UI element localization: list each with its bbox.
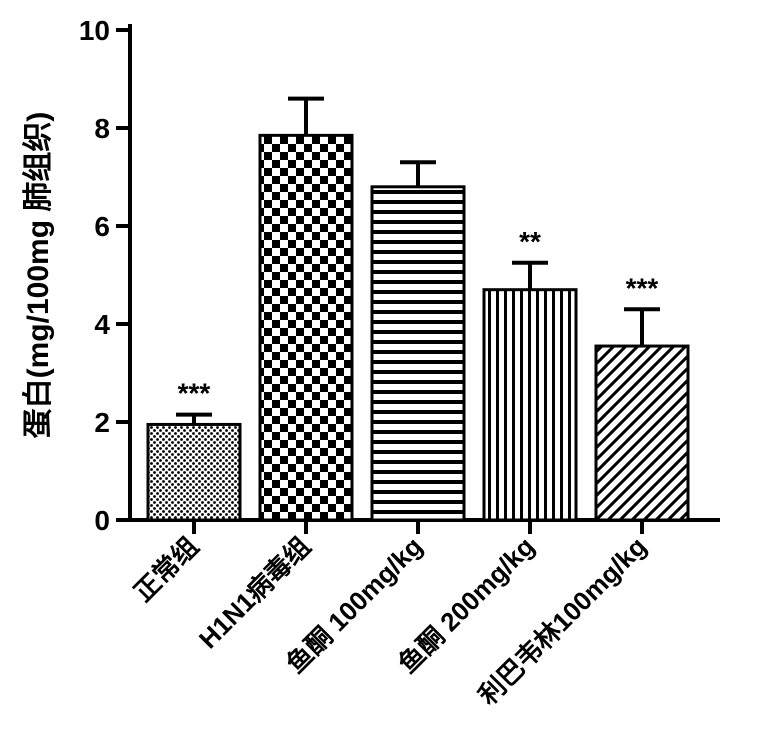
y-tick-label: 0: [94, 505, 110, 536]
x-tick-label: H1N1病毒组: [193, 531, 316, 654]
y-tick-label: 10: [79, 15, 110, 46]
chart-svg: 0246810蛋白(mg/100mg 肺组织)***正常组H1N1病毒组鱼酮 1…: [0, 0, 758, 751]
significance-label: ***: [626, 272, 659, 303]
bar: [372, 187, 464, 520]
y-tick-label: 8: [94, 113, 110, 144]
bar: [260, 135, 352, 520]
y-tick-label: 4: [94, 309, 110, 340]
significance-label: **: [519, 226, 541, 257]
x-tick-label: 正常组: [128, 531, 204, 607]
y-tick-label: 2: [94, 407, 110, 438]
protein-bar-chart: 0246810蛋白(mg/100mg 肺组织)***正常组H1N1病毒组鱼酮 1…: [0, 0, 758, 751]
bar: [596, 346, 688, 520]
y-axis-title: 蛋白(mg/100mg 肺组织): [21, 112, 55, 439]
y-tick-label: 6: [94, 211, 110, 242]
significance-label: ***: [178, 378, 211, 409]
bar: [484, 290, 576, 520]
bar: [148, 424, 240, 520]
